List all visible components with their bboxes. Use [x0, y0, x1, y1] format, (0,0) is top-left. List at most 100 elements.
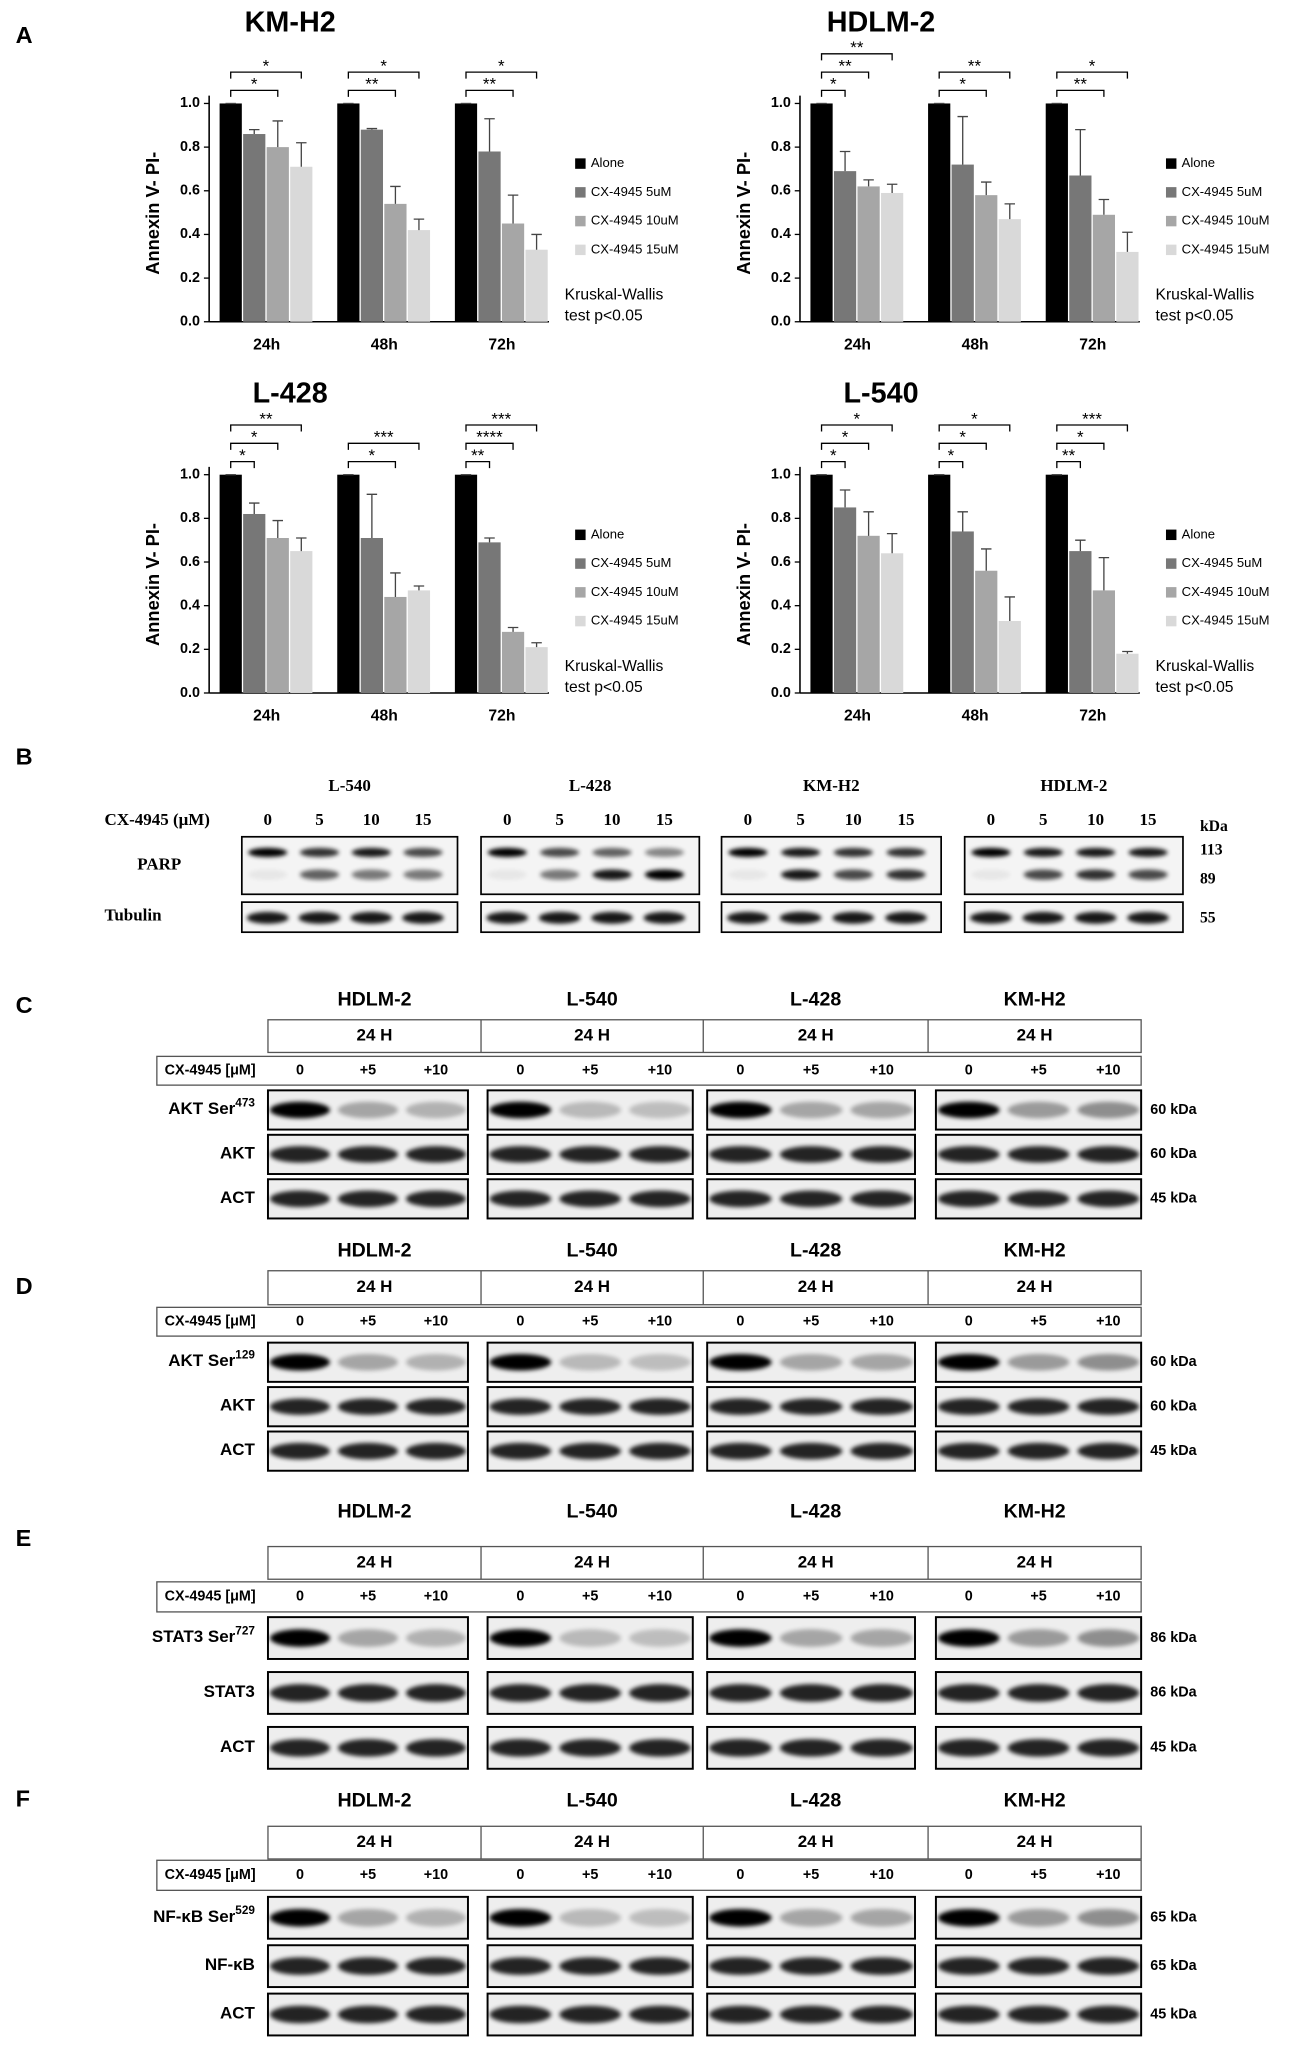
y-tick-label: 0.2 [771, 270, 791, 286]
blot-band [709, 2005, 772, 2024]
time-label: 24 H [357, 1026, 393, 1045]
panel-label: F [16, 1785, 30, 1811]
dose-label: 0 [744, 810, 753, 829]
blot-band [779, 1442, 843, 1460]
panel-label: B [16, 744, 33, 770]
row-label: AKT Ser473 [168, 1097, 255, 1119]
blot-band [337, 2005, 398, 2024]
significance-bracket [1056, 71, 1129, 79]
kda-label: 45 kDa [1150, 1191, 1197, 1207]
legend-swatch [1165, 587, 1177, 598]
x-tick-label: 24h [844, 336, 871, 353]
blot-band [248, 869, 288, 880]
treatment-label: CX-4945 [μM] [165, 1867, 256, 1883]
dose-label: +5 [803, 1867, 819, 1883]
kda-label: 60 kDa [1150, 1354, 1197, 1370]
dose-label: +10 [648, 1867, 672, 1883]
blot-band [489, 1957, 552, 1975]
row-label: PARP [137, 854, 181, 873]
error-bar [1098, 556, 1110, 591]
blot-band [591, 911, 633, 924]
blot-band [489, 1909, 552, 1927]
blot-band [269, 1957, 330, 1975]
blot-band [1023, 847, 1063, 858]
bar [407, 230, 431, 322]
blot-band [779, 1190, 843, 1208]
significance-label: * [1089, 56, 1096, 75]
blot-group [706, 1895, 916, 1940]
blot-band [709, 1190, 772, 1208]
time-label: 24 H [574, 1026, 610, 1045]
significance-label: ** [838, 56, 852, 75]
y-tick-label: 0.8 [180, 139, 200, 155]
blot-band [405, 1684, 466, 1702]
dose-label: +10 [424, 1589, 448, 1605]
significance-bracket [820, 89, 846, 97]
dose-label: 0 [965, 1589, 973, 1605]
time-label: 24 H [1017, 1832, 1053, 1851]
blot-band [1007, 1957, 1070, 1975]
blot-band [405, 1739, 466, 1757]
bar [810, 474, 833, 693]
blot-band [489, 1354, 552, 1371]
blot-band [850, 1629, 913, 1647]
bar [243, 513, 266, 693]
chart-title: L-428 [253, 378, 328, 410]
significance-bracket [1056, 442, 1105, 450]
bar [833, 507, 857, 693]
treatment-label: CX-4945 [μM] [165, 1063, 256, 1079]
blot-band [559, 1957, 621, 1975]
bar [290, 551, 313, 693]
blot-band [592, 847, 632, 858]
dose-label: +10 [870, 1589, 894, 1605]
blot-group [486, 1671, 694, 1715]
y-tick-label: 0.6 [771, 554, 791, 570]
blot-band [269, 1739, 330, 1757]
dose-label: +10 [870, 1063, 894, 1079]
treatment-label: CX-4945 [μM] [165, 1589, 256, 1605]
cell-line-title: L-540 [567, 1501, 618, 1523]
blot-band [969, 911, 1012, 924]
dose-label: +5 [803, 1589, 819, 1605]
significance-bracket [1056, 424, 1129, 432]
blot-group [266, 1178, 469, 1220]
dose-label: 0 [965, 1063, 973, 1079]
bar [833, 171, 857, 322]
row-label-text: NF-κB Ser [153, 1907, 236, 1926]
time-header-box [267, 1825, 1142, 1860]
y-tick-label: 1.0 [771, 95, 791, 111]
dose-label: 15 [1140, 810, 1157, 829]
blot-band [337, 1629, 398, 1647]
significance-bracket [230, 442, 279, 450]
blot-band [405, 1957, 466, 1975]
blot-band [1077, 1101, 1140, 1119]
significance-label: ** [850, 38, 864, 57]
dose-label: 15 [898, 810, 915, 829]
bar [951, 531, 974, 693]
dose-label: +5 [360, 1589, 376, 1605]
blot-band [1077, 1629, 1140, 1647]
dose-label: 0 [965, 1314, 973, 1330]
kda-label: 89 [1200, 871, 1216, 888]
row-label-text: ACT [220, 1441, 256, 1460]
treatment-label: CX-4945 [μM] [165, 1314, 256, 1330]
blot-band [269, 1629, 330, 1647]
blot-group [934, 1992, 1143, 2037]
cell-line-title: HDLM-2 [337, 988, 411, 1010]
blot-band [1007, 2005, 1070, 2024]
error-bar [957, 115, 968, 165]
cell-line-title: KM-H2 [1004, 1501, 1066, 1523]
y-tick-label: 0.0 [180, 685, 200, 701]
significance-label: * [959, 75, 966, 94]
blot-box [480, 835, 701, 896]
dose-label: +5 [582, 1589, 598, 1605]
cell-line-title: HDLM-2 [337, 1790, 411, 1812]
dose-label: +10 [1096, 1589, 1120, 1605]
significance-label: *** [1082, 409, 1102, 428]
kda-label: 86 kDa [1150, 1630, 1197, 1646]
bar [384, 203, 407, 322]
significance-bracket [230, 71, 302, 79]
dose-label: +5 [1030, 1063, 1046, 1079]
blot-band [269, 1398, 330, 1415]
error-bar [272, 519, 283, 538]
